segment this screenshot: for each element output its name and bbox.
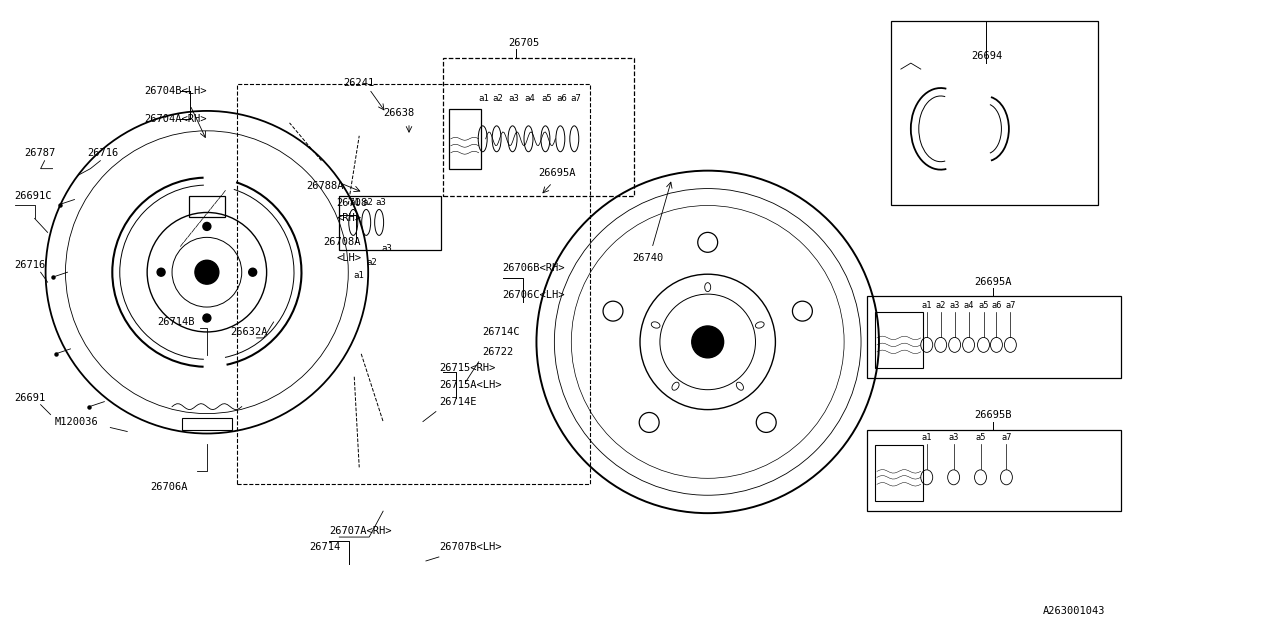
Text: 26632A: 26632A bbox=[230, 327, 268, 337]
Text: a2: a2 bbox=[493, 95, 503, 104]
Bar bbox=[182, 417, 232, 429]
Text: 26706A: 26706A bbox=[150, 483, 188, 492]
Text: 26705: 26705 bbox=[508, 38, 540, 48]
Text: 26708: 26708 bbox=[337, 198, 367, 207]
Text: 26708A: 26708A bbox=[324, 237, 361, 247]
Text: a1: a1 bbox=[922, 301, 932, 310]
Text: 26715<RH>: 26715<RH> bbox=[439, 363, 495, 372]
Bar bbox=[876, 312, 923, 368]
Text: 26714E: 26714E bbox=[439, 397, 476, 406]
Circle shape bbox=[204, 314, 211, 322]
Text: A263001043: A263001043 bbox=[1043, 605, 1106, 616]
Text: a1: a1 bbox=[479, 95, 489, 104]
Text: 26707B<LH>: 26707B<LH> bbox=[439, 542, 502, 552]
Text: a6: a6 bbox=[991, 301, 1002, 310]
Text: 26704A<RH>: 26704A<RH> bbox=[145, 114, 206, 124]
Text: 26704B<LH>: 26704B<LH> bbox=[145, 86, 206, 96]
Text: 26740: 26740 bbox=[632, 253, 663, 263]
Text: a7: a7 bbox=[571, 95, 581, 104]
Text: 26691: 26691 bbox=[15, 393, 46, 403]
Circle shape bbox=[691, 326, 723, 358]
Text: 26715A<LH>: 26715A<LH> bbox=[439, 380, 502, 390]
Text: a7: a7 bbox=[1001, 433, 1011, 442]
Text: a5: a5 bbox=[541, 95, 552, 104]
Bar bbox=[449, 109, 481, 169]
Text: 26691C: 26691C bbox=[15, 191, 52, 200]
Text: 26716: 26716 bbox=[87, 148, 119, 157]
Text: a2: a2 bbox=[366, 258, 376, 267]
Circle shape bbox=[195, 260, 219, 284]
Bar bbox=[876, 445, 923, 501]
Text: a2: a2 bbox=[936, 301, 946, 310]
Text: 26714C: 26714C bbox=[483, 327, 520, 337]
Bar bbox=[867, 429, 1121, 511]
Text: 26695B: 26695B bbox=[974, 410, 1012, 420]
Text: 26706C<LH>: 26706C<LH> bbox=[503, 290, 564, 300]
Text: 26714: 26714 bbox=[310, 542, 340, 552]
Text: a5: a5 bbox=[975, 433, 986, 442]
Text: a4: a4 bbox=[964, 301, 974, 310]
Text: a3: a3 bbox=[381, 244, 392, 253]
Text: a3: a3 bbox=[950, 301, 960, 310]
Text: 26707A<RH>: 26707A<RH> bbox=[329, 526, 392, 536]
Bar bbox=[443, 58, 634, 196]
Text: 26722: 26722 bbox=[483, 347, 515, 357]
Text: 26638: 26638 bbox=[383, 108, 415, 118]
Text: <RH>: <RH> bbox=[337, 214, 361, 223]
Text: a1: a1 bbox=[353, 271, 364, 280]
Text: a3: a3 bbox=[948, 433, 959, 442]
Text: 26694: 26694 bbox=[970, 51, 1002, 61]
Text: 26714B: 26714B bbox=[157, 317, 195, 327]
Circle shape bbox=[204, 223, 211, 230]
Bar bbox=[339, 196, 440, 250]
Text: a7: a7 bbox=[1005, 301, 1015, 310]
Text: a1: a1 bbox=[922, 433, 932, 442]
Circle shape bbox=[248, 268, 257, 276]
Text: M120036: M120036 bbox=[55, 417, 99, 426]
Text: <LH>: <LH> bbox=[337, 253, 361, 263]
Bar bbox=[237, 84, 590, 484]
Bar bbox=[867, 296, 1121, 378]
Text: a5: a5 bbox=[978, 301, 988, 310]
Text: 26788A: 26788A bbox=[306, 180, 344, 191]
Text: a4: a4 bbox=[525, 95, 535, 104]
Text: 26787: 26787 bbox=[24, 148, 56, 157]
Text: a2: a2 bbox=[362, 198, 372, 207]
Text: 26695A: 26695A bbox=[974, 277, 1012, 287]
Text: a3: a3 bbox=[375, 198, 385, 207]
Text: 26706B<RH>: 26706B<RH> bbox=[503, 263, 564, 273]
Circle shape bbox=[157, 268, 165, 276]
Text: 26716: 26716 bbox=[15, 260, 46, 270]
Bar bbox=[189, 196, 225, 218]
Text: 26241: 26241 bbox=[343, 78, 375, 88]
Text: 26695A: 26695A bbox=[539, 168, 576, 178]
Text: a1: a1 bbox=[349, 198, 360, 207]
Text: a6: a6 bbox=[557, 95, 567, 104]
Bar bbox=[891, 21, 1098, 205]
Text: a3: a3 bbox=[508, 95, 520, 104]
